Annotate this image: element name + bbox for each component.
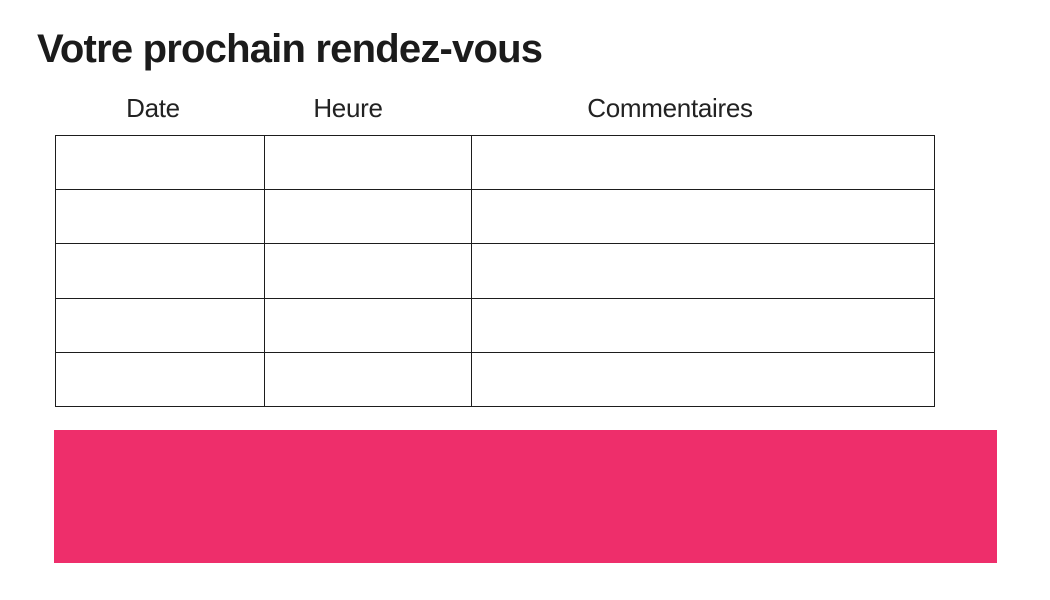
table-cell	[264, 134, 472, 191]
table-column-headers: Date Heure Commentaires	[55, 92, 895, 124]
table-cell	[471, 189, 935, 245]
table-row	[55, 297, 935, 353]
table-cell	[55, 189, 265, 245]
table-cell	[264, 351, 472, 408]
table-cell	[471, 243, 935, 299]
accent-banner	[54, 430, 997, 563]
table-row	[55, 189, 935, 245]
appointment-table-body	[55, 134, 935, 408]
appointment-table	[55, 134, 935, 408]
table-row	[55, 134, 935, 191]
table-row	[55, 351, 935, 408]
page-title: Votre prochain rendez-vous	[37, 27, 543, 71]
column-header-date: Date	[126, 93, 180, 123]
table-cell	[55, 297, 265, 353]
table-cell	[55, 134, 265, 191]
table-cell	[471, 134, 935, 191]
table-cell	[264, 243, 472, 299]
column-header-heure: Heure	[313, 93, 383, 123]
table-cell	[471, 351, 935, 408]
table-cell	[55, 351, 265, 408]
table-cell	[55, 243, 265, 299]
column-header-commentaires: Commentaires	[587, 93, 753, 123]
table-cell	[264, 189, 472, 245]
table-cell	[471, 297, 935, 353]
table-cell	[264, 297, 472, 353]
table-row	[55, 243, 935, 299]
